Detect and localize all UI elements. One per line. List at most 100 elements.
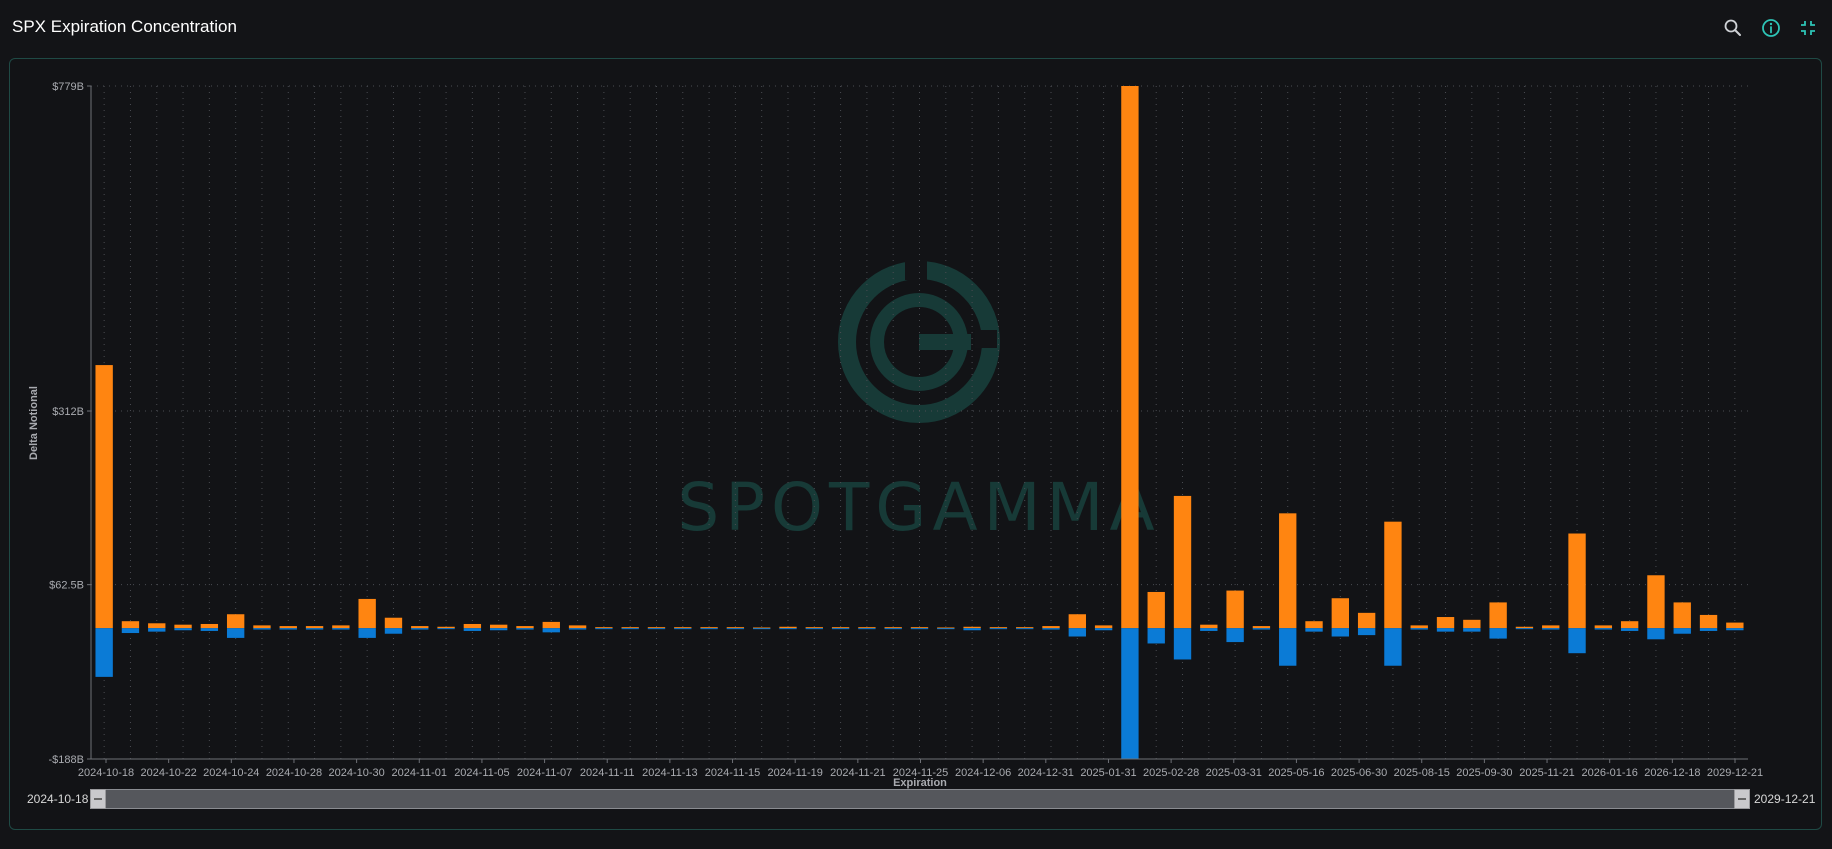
bar-positive[interactable] (1226, 590, 1244, 629)
bar-negative[interactable] (831, 628, 850, 630)
bar-positive[interactable] (1489, 602, 1507, 629)
bar-negative[interactable] (1252, 628, 1271, 630)
bar-positive[interactable] (411, 626, 429, 629)
bar-negative[interactable] (1147, 628, 1165, 644)
bar-positive[interactable] (174, 624, 192, 629)
bar-negative[interactable] (1016, 628, 1034, 630)
bar-positive[interactable] (384, 617, 403, 629)
bar-positive[interactable] (884, 627, 902, 629)
bar-negative[interactable] (411, 628, 429, 630)
bar-positive[interactable] (463, 623, 482, 629)
bar-positive[interactable] (1068, 614, 1086, 629)
expiration-chart[interactable]: SPOTGAMMA -$188B $62.5B $312B $779B 2024-10-… (0, 0, 1832, 790)
bar-negative[interactable] (963, 628, 981, 631)
collapse-icon[interactable] (1797, 17, 1819, 39)
bar-negative[interactable] (1200, 628, 1218, 631)
bar-negative[interactable] (805, 628, 823, 630)
bar-positive[interactable] (963, 626, 981, 629)
bar-negative[interactable] (674, 628, 692, 630)
bar-positive[interactable] (1647, 575, 1665, 629)
bar-positive[interactable] (279, 626, 297, 629)
bar-negative[interactable] (779, 628, 797, 630)
zoom-icon[interactable] (1722, 17, 1744, 39)
bar-negative[interactable] (1384, 628, 1402, 666)
bar-positive[interactable] (1305, 621, 1323, 629)
bar-positive[interactable] (95, 365, 113, 629)
bar-positive[interactable] (226, 614, 245, 629)
bar-positive[interactable] (542, 621, 560, 629)
bar-negative[interactable] (332, 628, 350, 630)
bar-positive[interactable] (1121, 86, 1139, 629)
bar-positive[interactable] (253, 625, 271, 629)
bar-positive[interactable] (516, 626, 534, 629)
bar-positive[interactable] (1463, 619, 1481, 629)
bar-negative[interactable] (1699, 628, 1718, 631)
bar-negative[interactable] (305, 628, 324, 630)
bar-positive[interactable] (726, 627, 745, 629)
bar-negative[interactable] (1673, 628, 1691, 634)
bar-positive[interactable] (1042, 626, 1060, 629)
bar-negative[interactable] (542, 628, 560, 633)
bar-positive[interactable] (121, 621, 140, 629)
bar-negative[interactable] (384, 628, 403, 634)
bar-negative[interactable] (1726, 628, 1744, 631)
bar-negative[interactable] (1620, 628, 1639, 631)
range-slider-left-handle[interactable] (90, 789, 106, 809)
bar-negative[interactable] (1436, 628, 1455, 632)
bar-negative[interactable] (1305, 628, 1323, 632)
bar-positive[interactable] (700, 627, 718, 629)
bar-positive[interactable] (200, 623, 219, 629)
bar-positive[interactable] (1726, 622, 1744, 629)
bar-negative[interactable] (1094, 628, 1113, 631)
bar-positive[interactable] (910, 627, 929, 629)
bar-negative[interactable] (1410, 628, 1428, 630)
bar-positive[interactable] (1147, 591, 1165, 629)
bar-negative[interactable] (121, 628, 140, 634)
bar-positive[interactable] (1357, 612, 1376, 629)
bar-positive[interactable] (595, 627, 613, 629)
range-slider-right-handle[interactable] (1734, 789, 1750, 809)
bar-negative[interactable] (95, 628, 113, 677)
bar-negative[interactable] (989, 628, 1008, 630)
range-slider-track[interactable] (90, 789, 1750, 809)
bar-positive[interactable] (332, 625, 350, 629)
bar-positive[interactable] (1594, 625, 1613, 629)
bar-negative[interactable] (1173, 628, 1192, 660)
bar-negative[interactable] (489, 628, 508, 631)
bar-positive[interactable] (831, 627, 850, 629)
bar-negative[interactable] (910, 628, 929, 630)
bar-negative[interactable] (1463, 628, 1481, 632)
bar-positive[interactable] (805, 627, 823, 629)
bar-positive[interactable] (1279, 513, 1297, 629)
bar-positive[interactable] (1384, 521, 1402, 629)
bar-positive[interactable] (1515, 626, 1534, 629)
bar-negative[interactable] (200, 628, 219, 631)
bar-positive[interactable] (989, 627, 1008, 629)
bar-negative[interactable] (568, 628, 587, 630)
bar-positive[interactable] (1173, 495, 1192, 629)
bar-positive[interactable] (1568, 533, 1586, 629)
bar-negative[interactable] (1647, 628, 1665, 640)
bar-negative[interactable] (1331, 628, 1350, 637)
bar-negative[interactable] (1279, 628, 1297, 666)
bar-negative[interactable] (753, 628, 771, 630)
bar-negative[interactable] (226, 628, 245, 638)
bar-negative[interactable] (884, 628, 902, 630)
bar-negative[interactable] (516, 628, 534, 630)
bar-negative[interactable] (148, 628, 166, 632)
bar-negative[interactable] (463, 628, 482, 631)
bar-positive[interactable] (437, 626, 455, 629)
bar-positive[interactable] (489, 624, 508, 629)
bar-negative[interactable] (1594, 628, 1613, 630)
bar-negative[interactable] (595, 628, 613, 630)
bar-positive[interactable] (1542, 625, 1560, 629)
bar-negative[interactable] (358, 628, 376, 638)
bar-positive[interactable] (779, 626, 797, 629)
bar-positive[interactable] (1331, 598, 1350, 629)
bar-positive[interactable] (1016, 627, 1034, 629)
bar-negative[interactable] (1542, 628, 1560, 630)
bar-positive[interactable] (1620, 621, 1639, 629)
bar-negative[interactable] (174, 628, 192, 631)
bar-negative[interactable] (1515, 628, 1534, 630)
bar-negative[interactable] (726, 628, 745, 630)
